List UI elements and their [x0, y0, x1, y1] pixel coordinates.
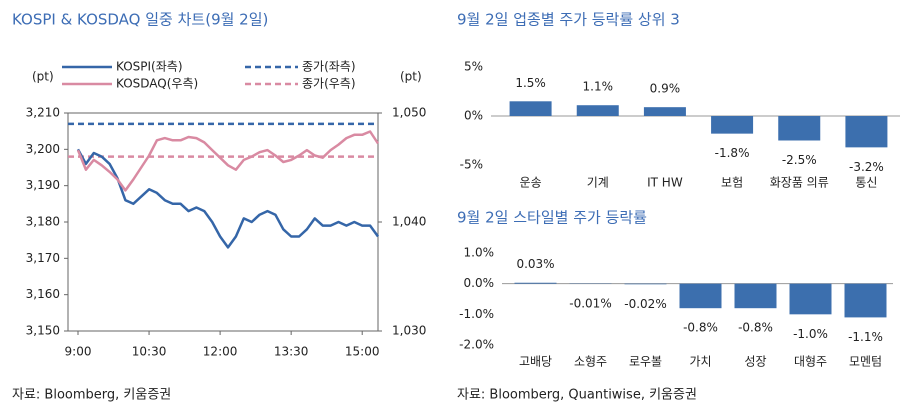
- x-tick-label: 운송: [520, 176, 542, 190]
- y-tick-label: -2.0%: [459, 338, 494, 352]
- x-tick-label: 12:00: [203, 345, 238, 359]
- source-note: 자료: Bloomberg, 키움증권: [12, 388, 171, 403]
- bar: [643, 107, 686, 116]
- x-tick-label: 보험: [721, 176, 743, 190]
- legend-label: KOSDAQ(우측): [116, 77, 198, 91]
- value-label: -1.0%: [793, 327, 828, 341]
- bar: [778, 116, 821, 141]
- y2-tick-label: 1,030: [392, 324, 426, 338]
- chart-title: KOSPI & KOSDAQ 일중 차트(9월 2일): [12, 11, 268, 29]
- value-label: -0.8%: [683, 321, 718, 335]
- y2-tick-label: 1,050: [392, 106, 426, 120]
- value-label: -0.8%: [738, 321, 773, 335]
- x-tick-label: 통신: [855, 176, 877, 190]
- x-tick-label: 성장: [744, 355, 766, 369]
- x-tick-label: 9:00: [65, 345, 92, 359]
- chart-title: 9월 2일 업종별 주가 등락률 상위 3: [457, 11, 680, 29]
- y-tick-label: 3,210: [26, 106, 60, 120]
- x-tick-label: 10:30: [132, 345, 167, 359]
- x-tick-label: 13:30: [274, 345, 309, 359]
- y-tick-label: 3,160: [26, 287, 60, 301]
- value-label: 0.9%: [650, 82, 681, 96]
- y2-tick-label: 1,040: [392, 215, 426, 229]
- y2-axis-label: (pt): [400, 70, 422, 84]
- x-tick-label: IT HW: [647, 176, 683, 190]
- y-tick-label: 3,190: [26, 178, 60, 192]
- bar: [514, 282, 557, 284]
- bar: [734, 283, 777, 309]
- x-tick-label: 고배당: [519, 355, 552, 369]
- bar: [845, 116, 888, 148]
- y-tick-label: 5%: [464, 60, 483, 74]
- data-line: [76, 148, 380, 249]
- data-line: [76, 130, 380, 192]
- bar: [624, 283, 667, 285]
- y-tick-label: 3,180: [26, 215, 60, 229]
- x-tick-label: 15:00: [345, 345, 380, 359]
- x-tick-label: 소형주: [574, 355, 607, 369]
- x-tick-label: 화장품 의류: [770, 176, 829, 190]
- source-note: 자료: Bloomberg, Quantiwise, 키움증권: [457, 388, 697, 403]
- x-tick-label: 가치: [689, 355, 711, 369]
- value-label: -0.01%: [569, 296, 611, 310]
- plot-frame: [67, 112, 379, 332]
- value-label: 1.1%: [583, 80, 614, 94]
- y-tick-label: 0.0%: [464, 276, 495, 290]
- y-tick-label: 3,170: [26, 251, 60, 265]
- value-label: -3.2%: [849, 160, 884, 174]
- y-tick-label: -1.0%: [459, 307, 494, 321]
- x-tick-label: 기계: [587, 176, 609, 190]
- value-label: -1.8%: [715, 146, 750, 160]
- bar: [509, 101, 552, 116]
- x-tick-label: 대형주: [794, 355, 827, 369]
- y-tick-label: 1.0%: [464, 246, 495, 260]
- value-label: -0.02%: [624, 297, 666, 311]
- value-label: -2.5%: [782, 153, 817, 167]
- bar: [789, 283, 832, 315]
- y-tick-label: 0%: [464, 109, 483, 123]
- x-tick-label: 로우볼: [629, 355, 662, 369]
- bar: [711, 116, 754, 134]
- bar: [679, 283, 722, 309]
- bar: [844, 283, 887, 318]
- value-label: 1.5%: [515, 76, 546, 90]
- y-tick-label: -5%: [460, 158, 483, 172]
- chart-title: 9월 2일 스타일별 주가 등락률: [457, 209, 647, 227]
- legend-label: KOSPI(좌측): [116, 60, 183, 74]
- bar: [576, 105, 619, 116]
- legend-label: 종가(우측): [302, 77, 356, 91]
- y-tick-label: 3,200: [26, 142, 60, 156]
- x-tick-label: 모멘텀: [849, 355, 882, 369]
- y-axis-label: (pt): [32, 70, 54, 84]
- legend-label: 종가(좌측): [302, 60, 356, 74]
- value-label: 0.03%: [516, 257, 554, 271]
- value-label: -1.1%: [848, 330, 883, 344]
- y-tick-label: 3,150: [26, 324, 60, 338]
